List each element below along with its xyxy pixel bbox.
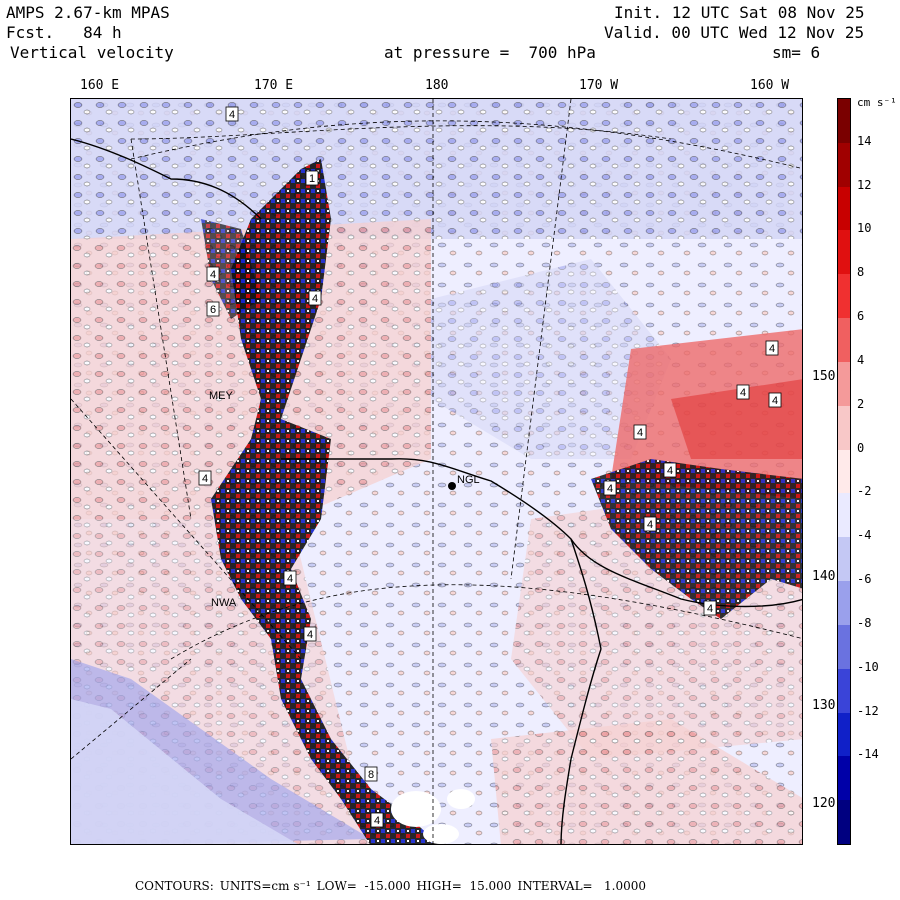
colorbar-tick: 14 [857, 133, 872, 148]
contour-label-box: 4 [225, 106, 239, 122]
svg-text:4: 4 [707, 603, 713, 615]
contour-label-box: 4 [765, 340, 779, 356]
init-time: Init. 12 UTC Sat 08 Nov 25 [614, 3, 865, 22]
place-label-ngl: NGL [457, 474, 480, 486]
place-label-nwa: NWA [211, 597, 237, 609]
smoothing: sm= 6 [772, 43, 821, 62]
colorbar-tick: -6 [857, 572, 872, 587]
colorbar-segment [838, 756, 850, 801]
svg-text:4: 4 [772, 395, 778, 407]
svg-text:4: 4 [607, 483, 613, 495]
colorbar-segment [838, 800, 850, 845]
colorbar-tick: 6 [857, 309, 865, 324]
colorbar [837, 98, 851, 845]
contour-label-box: 4 [370, 812, 384, 828]
footer-units: UNITS=cm s⁻¹ [219, 879, 311, 893]
lon-label: 160 W [750, 78, 790, 93]
contour-label-box: 4 [633, 424, 647, 440]
contour-label-box: 4 [768, 392, 782, 408]
colorbar-segment [838, 668, 850, 714]
footer-low: LOW= -15.000 [316, 879, 411, 893]
colorbar-segment [838, 274, 850, 319]
colorbar-segment [838, 624, 850, 670]
contour-label-box: 4 [283, 570, 297, 586]
svg-text:6: 6 [210, 304, 216, 316]
forecast-hour: Fcst. 84 h [6, 23, 122, 42]
contour-label-box: 4 [603, 480, 617, 496]
colorbar-segment [838, 142, 850, 188]
colorbar-segment [838, 493, 850, 538]
colorbar-unit: cm s⁻¹ [857, 96, 897, 109]
colorbar-tick: -12 [857, 703, 879, 718]
lon-label: 170 E [254, 78, 294, 93]
svg-text:4: 4 [202, 473, 208, 485]
valid-time: Valid. 00 UTC Wed 12 Nov 25 [604, 23, 865, 42]
colorbar-tick: 10 [857, 221, 872, 236]
place-label-mey: MEY [209, 390, 234, 402]
colorbar-tick: -8 [857, 615, 872, 630]
footer-contours: CONTOURS: [135, 879, 214, 893]
svg-text:4: 4 [374, 815, 380, 827]
contour-label-box: 6 [206, 301, 220, 317]
svg-text:4: 4 [312, 293, 318, 305]
contour-label-box: 1 [305, 170, 319, 186]
colorbar-tick: 4 [857, 352, 865, 367]
contour-info: CONTOURS: UNITS=cm s⁻¹ LOW= -15.000 HIGH= 1… [135, 879, 652, 893]
colorbar-segment [838, 581, 850, 626]
lon-label: 160 E [80, 78, 120, 93]
colorbar-segment [838, 318, 850, 363]
svg-text:4: 4 [667, 465, 673, 477]
model-title: AMPS 2.67-km MPAS [6, 3, 170, 22]
contour-label-box: 4 [663, 462, 677, 478]
svg-text:4: 4 [210, 269, 216, 281]
colorbar-tick: -2 [857, 484, 872, 499]
svg-text:4: 4 [287, 573, 293, 585]
contour-label-box: 4 [303, 626, 317, 642]
contour-label-box: 4 [643, 516, 657, 532]
colorbar-tick: -14 [857, 747, 879, 762]
svg-text:4: 4 [307, 629, 313, 641]
contour-label-box: 4 [736, 384, 750, 400]
colorbar-segment [838, 99, 850, 144]
colorbar-segment [838, 712, 850, 757]
contour-label-box: 8 [364, 766, 378, 782]
svg-text:4: 4 [647, 519, 653, 531]
colorbar-tick: -4 [857, 528, 872, 543]
map-panel: NGL MEY NWA 4 1 4 6 4 4 4 4 4 4 4 4 4 4 … [70, 98, 803, 845]
pressure-level: at pressure = 700 hPa [384, 43, 596, 62]
svg-text:1: 1 [309, 173, 315, 185]
svg-text:4: 4 [740, 387, 746, 399]
contour-label-box: 4 [308, 290, 322, 306]
colorbar-segment [838, 361, 850, 407]
footer-high: HIGH= 15.000 [416, 879, 512, 893]
colorbar-tick: 8 [857, 265, 865, 280]
svg-text:4: 4 [229, 109, 235, 121]
svg-text:4: 4 [637, 427, 643, 439]
field-name: Vertical velocity [10, 43, 174, 62]
lon-label: 170 W [579, 78, 619, 93]
colorbar-segment [838, 449, 850, 494]
svg-text:8: 8 [368, 769, 374, 781]
colorbar-tick: 0 [857, 440, 865, 455]
colorbar-segment [838, 405, 850, 451]
colorbar-tick: 2 [857, 396, 865, 411]
contour-label-box: 4 [206, 266, 220, 282]
lon-label: 180 [425, 78, 449, 93]
colorbar-tick: 12 [857, 177, 872, 192]
colorbar-tick: -10 [857, 659, 879, 674]
contour-label-box: 4 [198, 470, 212, 486]
colorbar-segment [838, 537, 850, 582]
colorbar-segment [838, 186, 850, 231]
footer-interval: INTERVAL= 1.0000 [517, 879, 647, 893]
colorbar-segment [838, 230, 850, 275]
contour-label-box: 4 [703, 600, 717, 616]
svg-text:4: 4 [769, 343, 775, 355]
